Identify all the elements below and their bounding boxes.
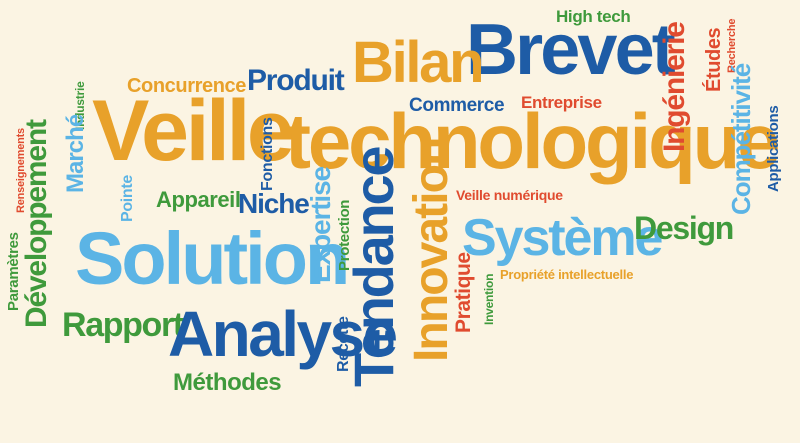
word-systeme: Système xyxy=(462,209,663,267)
word-innovation: Innovation xyxy=(405,138,458,362)
word-methodes: Méthodes xyxy=(173,369,282,396)
word-solution: Solution xyxy=(75,217,350,300)
word-fonctions: Fonctions xyxy=(259,117,276,191)
word-veille: Veille xyxy=(92,83,295,179)
word-expertise: Expertise xyxy=(305,167,336,283)
word-bilan: Bilan xyxy=(352,30,485,95)
word-applications: Applications xyxy=(765,105,782,192)
word-brevet: Brevet xyxy=(466,10,676,90)
word-marche: Marché xyxy=(62,114,89,193)
word-parametres: Paramètres xyxy=(5,232,22,311)
word-produit: Produit xyxy=(247,64,345,97)
word-rapport: Rapport xyxy=(62,306,184,344)
word-invention: Invention xyxy=(482,273,496,325)
word-high-tech: High tech xyxy=(556,7,631,26)
word-commerce: Commerce xyxy=(409,95,505,116)
word-niche: Niche xyxy=(238,188,310,219)
word-ingenierie: Ingénierie xyxy=(658,22,691,152)
word-veille-numerique: Veille numérique xyxy=(456,187,563,203)
word-technologique: technologique xyxy=(285,97,781,185)
word-competitivite: Compétitivité xyxy=(726,63,756,215)
word-developpement: Développement xyxy=(20,120,53,328)
word-analyse: Analyse xyxy=(168,298,398,370)
word-etudes: Études xyxy=(703,27,725,92)
word-propriete-intellectuelle: Propriété intellectuelle xyxy=(500,267,634,282)
word-entreprise: Entreprise xyxy=(521,93,602,112)
word-pratique: Pratique xyxy=(452,252,475,333)
word-tendance: Tendance xyxy=(342,147,405,387)
word-pointe: Pointe xyxy=(119,175,136,222)
word-appareil: Appareil xyxy=(156,187,241,212)
word-concurrence: Concurrence xyxy=(127,75,246,97)
word-design: Design xyxy=(634,210,734,246)
word-recette: Recette xyxy=(335,316,352,372)
